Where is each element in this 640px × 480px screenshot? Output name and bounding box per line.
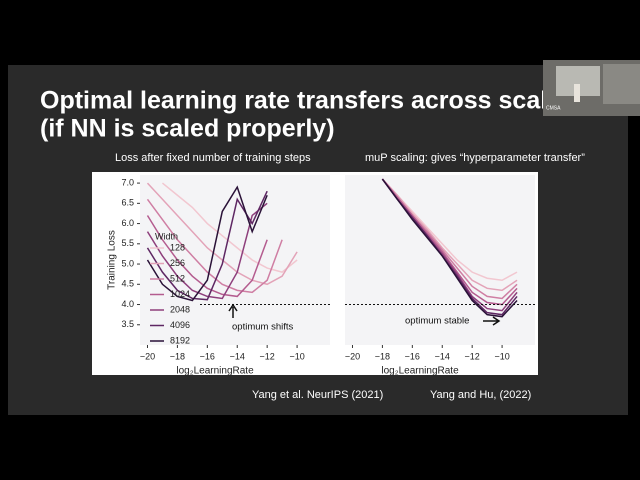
plot-area bbox=[345, 175, 535, 345]
legend-label: 8192 bbox=[170, 335, 190, 345]
series-line bbox=[146, 182, 298, 286]
legend-label: 4096 bbox=[170, 320, 190, 330]
x-axis-label: log₂LearningRate bbox=[176, 366, 254, 377]
x-tick-label: −20 bbox=[345, 351, 360, 361]
x-tick-label: −16 bbox=[405, 351, 420, 361]
webcam: CMSA bbox=[543, 60, 640, 116]
series-line bbox=[146, 202, 268, 300]
citation: Yang et al. NeurIPS (2021) bbox=[252, 389, 383, 401]
series-line bbox=[146, 185, 268, 302]
series-line bbox=[146, 198, 283, 294]
webcam-wall bbox=[603, 64, 640, 104]
y-tick-label: 4.5 bbox=[121, 279, 134, 289]
legend-label: 512 bbox=[170, 273, 185, 283]
y-tick-label: 3.5 bbox=[121, 319, 134, 329]
series-line bbox=[146, 215, 268, 298]
annotation: optimum shifts bbox=[232, 322, 293, 333]
legend-title: Width bbox=[155, 231, 178, 241]
x-tick-label: −18 bbox=[375, 351, 390, 361]
series-line bbox=[381, 178, 518, 318]
y-tick-label: 6.0 bbox=[121, 218, 134, 228]
x-tick-label: −14 bbox=[230, 351, 245, 361]
x-tick-label: −10 bbox=[289, 351, 304, 361]
legend-label: 256 bbox=[170, 258, 185, 268]
y-tick-label: 5.0 bbox=[121, 258, 134, 268]
series-line bbox=[381, 178, 518, 306]
x-tick-label: −16 bbox=[200, 351, 215, 361]
annotation-arrow bbox=[483, 316, 501, 326]
x-tick-label: −10 bbox=[494, 351, 509, 361]
caption: muP scaling: gives “hyperparameter trans… bbox=[365, 152, 585, 164]
y-axis-label: Training Loss bbox=[107, 230, 118, 290]
citation: Yang and Hu, (2022) bbox=[430, 389, 531, 401]
series-line bbox=[161, 182, 298, 273]
slide-title: (if NN is scaled properly) bbox=[40, 115, 335, 143]
webcam-label: CMSA bbox=[546, 105, 561, 111]
webcam-person bbox=[574, 84, 580, 102]
legend-label: 128 bbox=[170, 242, 185, 252]
plot-area bbox=[140, 175, 330, 345]
y-tick-label: 6.5 bbox=[121, 198, 134, 208]
annotation: optimum stable bbox=[405, 316, 469, 327]
slide-title: Optimal learning rate transfers across s… bbox=[40, 87, 561, 115]
x-tick-label: −20 bbox=[140, 351, 155, 361]
annotation-arrow bbox=[228, 303, 238, 318]
y-tick-label: 7.0 bbox=[121, 177, 134, 187]
caption: Loss after fixed number of training step… bbox=[115, 152, 311, 164]
legend-label: 1024 bbox=[170, 289, 190, 299]
x-axis-label: log₂LearningRate bbox=[381, 366, 459, 377]
series-line bbox=[381, 178, 518, 292]
x-tick-label: −12 bbox=[465, 351, 480, 361]
x-tick-label: −12 bbox=[260, 351, 275, 361]
y-tick-label: 4.0 bbox=[121, 299, 134, 309]
x-tick-label: −18 bbox=[170, 351, 185, 361]
x-tick-label: −14 bbox=[435, 351, 450, 361]
legend-label: 2048 bbox=[170, 304, 190, 314]
y-tick-label: 5.5 bbox=[121, 238, 134, 248]
